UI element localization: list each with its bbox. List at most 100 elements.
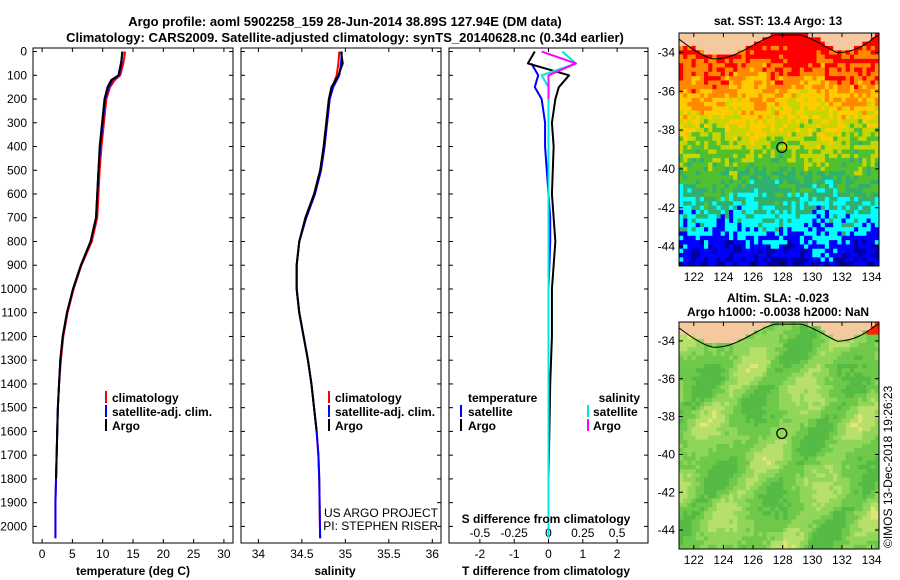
map-cell bbox=[804, 97, 809, 103]
map-cell bbox=[833, 119, 838, 125]
map-cell bbox=[854, 494, 859, 500]
map-cell bbox=[774, 460, 780, 466]
map-cell bbox=[741, 460, 747, 466]
map-cell bbox=[783, 50, 788, 56]
map-cell bbox=[854, 149, 859, 155]
map-cell bbox=[783, 401, 788, 407]
map-cell bbox=[841, 376, 847, 382]
map-cell bbox=[708, 498, 713, 504]
map-cell bbox=[837, 393, 842, 399]
map-cell bbox=[849, 89, 855, 94]
map-cell bbox=[787, 76, 792, 81]
map-cell bbox=[737, 102, 742, 107]
map-cell bbox=[770, 218, 776, 224]
map-cell bbox=[766, 427, 772, 432]
map-cell bbox=[874, 380, 880, 386]
map-cell bbox=[749, 364, 755, 369]
map-cell bbox=[849, 376, 855, 382]
map-cell bbox=[870, 205, 876, 211]
map-cell bbox=[804, 209, 809, 215]
map-cell bbox=[845, 127, 851, 133]
map-cell bbox=[716, 418, 722, 424]
map-cell bbox=[799, 248, 805, 254]
map-cell bbox=[804, 469, 809, 474]
map-cell bbox=[704, 490, 709, 495]
map-cell bbox=[737, 393, 742, 399]
map-cell bbox=[845, 136, 851, 142]
map-cell bbox=[858, 439, 863, 445]
map-cell bbox=[791, 364, 797, 369]
map-cell bbox=[704, 37, 709, 43]
map-cell bbox=[774, 227, 780, 232]
map-cell bbox=[833, 368, 838, 373]
map-cell bbox=[870, 448, 876, 453]
map-cell bbox=[791, 376, 797, 382]
map-cell bbox=[712, 218, 717, 224]
map-cell bbox=[870, 261, 876, 267]
map-cell bbox=[720, 184, 726, 189]
map-cell bbox=[716, 67, 722, 73]
depth-tick-label: 1400 bbox=[0, 377, 27, 391]
map-cell bbox=[691, 89, 697, 94]
map-cell bbox=[799, 153, 805, 159]
map-cell bbox=[779, 334, 784, 340]
map-cell bbox=[795, 67, 801, 73]
map-cell bbox=[679, 84, 684, 90]
map-cell bbox=[799, 140, 805, 146]
map-cell bbox=[829, 162, 834, 168]
map-cell bbox=[699, 76, 705, 81]
map-cell bbox=[704, 460, 709, 466]
map-cell bbox=[683, 401, 688, 407]
map-cell bbox=[729, 347, 734, 352]
map-cell bbox=[733, 418, 738, 424]
map-cell bbox=[837, 414, 842, 420]
map-cell bbox=[816, 110, 822, 116]
map-cell bbox=[812, 80, 817, 86]
map-cell bbox=[837, 235, 842, 241]
map-cell bbox=[729, 127, 734, 133]
map-cell bbox=[849, 184, 855, 189]
map-cell bbox=[754, 253, 759, 258]
map-cell bbox=[799, 498, 805, 504]
map-cell bbox=[870, 406, 876, 411]
map-cell bbox=[683, 158, 688, 163]
map-cell bbox=[783, 37, 788, 43]
map-cell bbox=[679, 149, 684, 155]
map-cell bbox=[854, 106, 859, 112]
map-cell bbox=[691, 244, 697, 250]
map-cell bbox=[720, 50, 726, 56]
map-cell bbox=[849, 192, 855, 198]
map-cell bbox=[745, 119, 751, 125]
map-cell bbox=[687, 71, 692, 77]
map-cell bbox=[749, 464, 755, 470]
map-cell bbox=[699, 257, 705, 263]
map-cell bbox=[812, 114, 817, 120]
map-cell bbox=[816, 427, 822, 432]
map-cell bbox=[808, 364, 813, 369]
series-line-t-argo bbox=[526, 51, 571, 479]
map-cell bbox=[733, 502, 738, 508]
map-cell bbox=[737, 456, 742, 462]
map-cell bbox=[749, 201, 755, 207]
map-cell bbox=[708, 227, 713, 232]
map-cell bbox=[745, 209, 751, 215]
map-cell bbox=[849, 334, 855, 340]
map-cell bbox=[770, 351, 776, 357]
map-cell bbox=[783, 162, 788, 168]
map-cell bbox=[758, 477, 763, 483]
map-cell bbox=[691, 222, 697, 228]
map-cell bbox=[787, 485, 792, 491]
map-cell bbox=[766, 422, 772, 428]
map-cell bbox=[858, 410, 863, 415]
map-cell bbox=[849, 439, 855, 445]
map-cell bbox=[866, 158, 872, 163]
map-cell bbox=[791, 393, 797, 399]
map-cell bbox=[708, 414, 713, 420]
map-cell bbox=[787, 140, 792, 146]
map-cell bbox=[829, 418, 834, 424]
map-cell bbox=[733, 397, 738, 403]
map-cell bbox=[749, 456, 755, 462]
map-cell bbox=[787, 498, 792, 504]
map-cell bbox=[833, 158, 838, 163]
map-cell bbox=[791, 97, 797, 103]
